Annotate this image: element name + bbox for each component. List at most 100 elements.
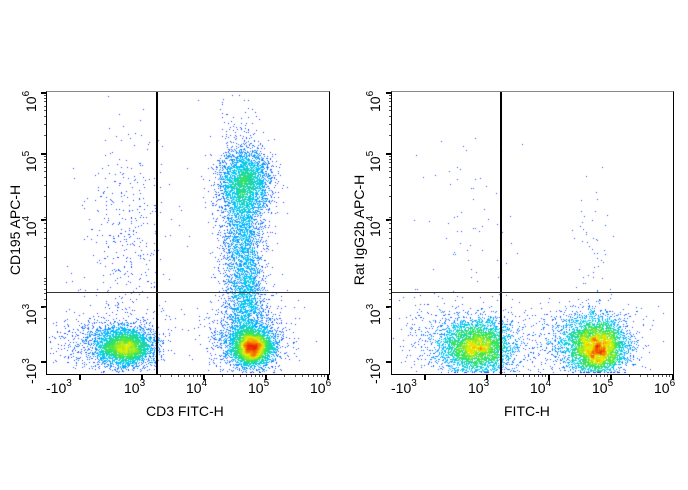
y-major-tick [41,92,46,94]
y-minor-tick [389,135,391,136]
x-minor-tick [308,375,309,377]
y-minor-tick [44,171,46,172]
y-minor-tick [389,223,391,224]
x-minor-tick [317,375,318,377]
y-minor-tick [389,307,391,308]
x-major-tick [79,375,81,380]
y-minor-tick [389,177,391,178]
y-minor-tick [389,228,391,229]
y-minor-tick [44,307,46,308]
y-minor-tick [44,167,46,168]
x-minor-tick [578,375,579,377]
y-minor-tick [44,281,46,282]
y-minor-tick [44,284,46,285]
left-y-tick-1e5: 105 [21,150,39,172]
y-minor-tick [389,299,391,300]
x-major-tick [265,375,267,380]
x-minor-tick [233,375,234,377]
y-minor-tick [389,196,391,197]
right-x-axis-title: FITC-H [504,403,550,419]
y-minor-tick [389,281,391,282]
x-minor-tick [607,375,608,377]
left-x-tick-1e3: 103 [124,378,146,396]
x-minor-tick [324,375,325,377]
x-minor-tick [302,375,303,377]
y-minor-tick [44,257,46,258]
y-minor-tick [389,98,391,99]
y-minor-tick [389,95,391,96]
y-minor-tick [389,162,391,163]
y-minor-tick [44,293,46,294]
x-minor-tick [505,375,506,377]
y-minor-tick [389,284,391,285]
x-minor-tick [178,375,179,377]
x-minor-tick [666,375,667,377]
y-minor-tick [389,159,391,160]
x-minor-tick [629,375,630,377]
y-minor-tick [44,159,46,160]
y-minor-tick [389,246,391,247]
y-minor-tick [44,95,46,96]
y-minor-tick [44,162,46,163]
y-minor-tick [44,299,46,300]
y-minor-tick [389,101,391,102]
y-minor-tick [389,257,391,258]
y-minor-tick [44,232,46,233]
x-minor-tick [251,375,252,377]
x-minor-tick [295,375,296,377]
right-y-tick-neg1e3: -103 [365,358,383,384]
x-minor-tick [171,375,172,377]
x-major-tick [610,375,612,380]
y-minor-tick [44,278,46,279]
right-quadrant-gate-horizontal [392,292,673,293]
y-major-tick [41,306,46,308]
y-major-tick [41,361,46,363]
y-minor-tick [44,101,46,102]
x-minor-tick [200,375,201,377]
x-minor-tick [184,375,185,377]
x-minor-tick [596,375,597,377]
y-minor-tick [44,106,46,107]
x-minor-tick [321,375,322,377]
x-minor-tick [658,375,659,377]
x-minor-tick [189,375,190,377]
y-minor-tick [44,289,46,290]
y-minor-tick [389,171,391,172]
x-major-tick [672,375,674,380]
y-minor-tick [44,318,46,319]
right-plot-panel: 106 105 104 103 -103 -103 103 104 105 10… [344,0,688,490]
right-plot-area [386,91,674,380]
x-minor-tick [240,375,241,377]
y-major-tick [386,153,391,155]
right-y-tick-1e6: 106 [365,90,383,112]
y-minor-tick [44,223,46,224]
left-x-tick-1e6: 106 [310,378,332,396]
x-minor-tick [313,375,314,377]
left-plot-area [41,91,330,380]
y-minor-tick [44,217,46,218]
y-minor-tick [44,135,46,136]
y-minor-tick [389,110,391,111]
right-density-scatter [392,92,673,374]
y-major-tick [386,361,391,363]
right-quadrant-gate-vertical [500,92,502,374]
y-minor-tick [389,124,391,125]
y-minor-tick [389,167,391,168]
y-minor-tick [389,238,391,239]
x-major-tick [424,375,426,380]
x-minor-tick [591,375,592,377]
left-y-axis-title: CD195 APC-H [7,184,23,276]
x-minor-tick [538,375,539,377]
left-quadrant-gate-vertical [156,92,158,374]
x-minor-tick [662,375,663,377]
right-x-tick-1e5: 105 [592,378,614,396]
left-y-tick-neg1e3: -103 [21,358,39,384]
left-x-axis-title: CD3 FITC-H [146,403,224,419]
y-minor-tick [389,232,391,233]
y-minor-tick [44,228,46,229]
y-minor-tick [44,124,46,125]
x-minor-tick [567,375,568,377]
y-minor-tick [389,106,391,107]
y-minor-tick [44,116,46,117]
x-minor-tick [246,375,247,377]
